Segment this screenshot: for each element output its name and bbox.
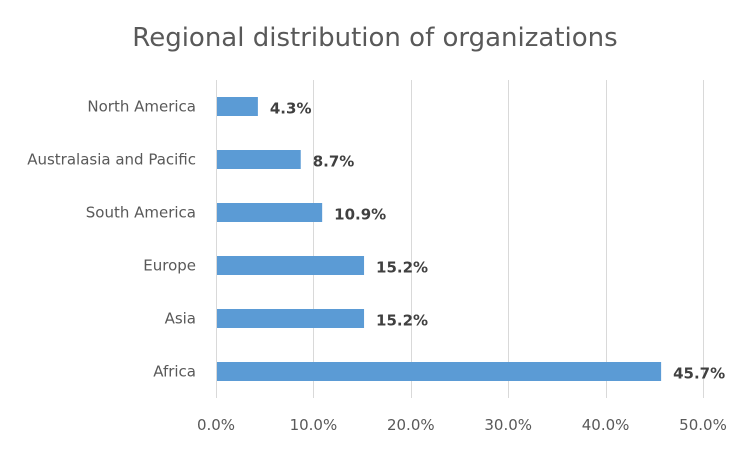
- x-axis-tick-labels: 0.0% 10.0% 20.0% 30.0% 40.0% 50.0%: [197, 416, 727, 434]
- data-label: 45.7%: [673, 365, 725, 383]
- category-label: Europe: [143, 257, 196, 275]
- data-label: 10.9%: [334, 206, 386, 224]
- data-label: 15.2%: [376, 259, 428, 277]
- bars: [217, 97, 662, 381]
- category-label: Africa: [153, 363, 196, 381]
- data-labels: 4.3% 8.7% 10.9% 15.2% 15.2% 45.7%: [270, 100, 725, 383]
- gridlines: [216, 80, 704, 398]
- bar-north-america: [217, 97, 258, 116]
- x-tick-label: 10.0%: [290, 416, 338, 434]
- bar-africa: [217, 362, 662, 381]
- category-label: North America: [87, 98, 196, 116]
- category-label: South America: [86, 204, 196, 222]
- data-label: 15.2%: [376, 312, 428, 330]
- x-tick-label: 50.0%: [679, 416, 727, 434]
- x-tick-label: 0.0%: [197, 416, 235, 434]
- chart-title: Regional distribution of organizations: [132, 23, 617, 53]
- category-label: Australasia and Pacific: [27, 151, 196, 169]
- category-labels: North America Australasia and Pacific Sout…: [27, 98, 196, 381]
- bar-europe: [217, 256, 365, 275]
- bar-south-america: [217, 203, 323, 222]
- x-tick-label: 30.0%: [484, 416, 532, 434]
- data-label: 8.7%: [313, 153, 355, 171]
- bar-asia: [217, 309, 365, 328]
- x-tick-label: 40.0%: [582, 416, 630, 434]
- category-label: Asia: [165, 310, 196, 328]
- data-label: 4.3%: [270, 100, 312, 118]
- bar-australasia-and-pacific: [217, 150, 301, 169]
- x-tick-label: 20.0%: [387, 416, 435, 434]
